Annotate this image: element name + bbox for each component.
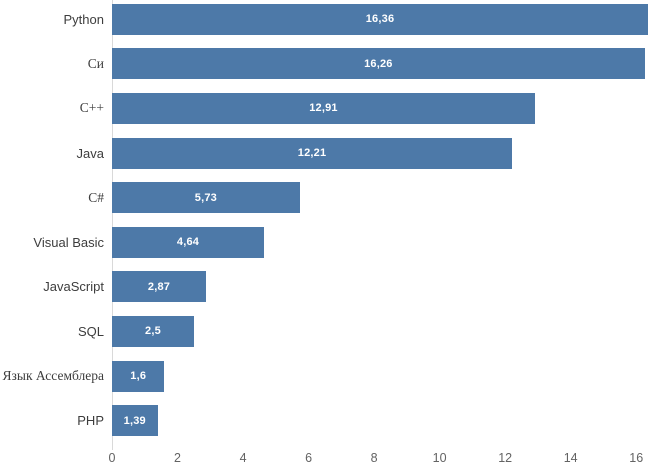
chart-rows: Python 16,36 Си 16,26 C++ 12,91 — [0, 0, 648, 443]
plot-cell: 5,73 — [112, 175, 648, 220]
value-label: 16,26 — [364, 57, 393, 70]
bar: 12,21 — [112, 137, 513, 169]
bar: 4,64 — [112, 226, 265, 258]
category-label: Java — [76, 145, 104, 161]
bar: 12,91 — [112, 92, 535, 124]
category-label: SQL — [77, 323, 104, 339]
category-label: PHP — [77, 413, 104, 429]
value-label: 1,6 — [130, 370, 147, 383]
x-tick-label: 8 — [370, 451, 378, 465]
category-label: C# — [88, 189, 104, 205]
bar: 16,26 — [112, 48, 645, 80]
bar-row: Си 16,26 — [0, 42, 648, 87]
value-label: 4,64 — [176, 236, 200, 249]
y-axis-line — [112, 0, 113, 450]
bar: 2,5 — [112, 315, 194, 347]
plot-cell: 1,39 — [112, 398, 648, 443]
bar: 1,39 — [112, 405, 158, 437]
value-label: 2,87 — [147, 280, 171, 293]
plot-cell: 1,6 — [112, 354, 648, 399]
bar: 5,73 — [112, 182, 300, 214]
value-label: 12,91 — [309, 102, 338, 115]
bar-row: SQL 2,5 — [0, 309, 648, 354]
bar: 1,6 — [112, 360, 165, 392]
category-label: C++ — [79, 100, 104, 116]
category-label: Си — [87, 55, 104, 71]
x-tick-label: 6 — [305, 451, 313, 465]
plot-cell: 16,36 — [112, 0, 648, 42]
value-label: 16,36 — [365, 13, 395, 26]
plot-cell: 4,64 — [112, 220, 648, 265]
value-label: 2,5 — [145, 325, 161, 338]
plot-cell: 16,26 — [112, 42, 648, 87]
x-tick-label: 10 — [432, 451, 447, 465]
plot-cell: 12,91 — [112, 86, 648, 131]
x-tick-label: 16 — [629, 451, 644, 465]
bar-row: C++ 12,91 — [0, 86, 648, 131]
category-label: Visual Basic — [33, 234, 104, 250]
category-label: Python — [63, 11, 104, 27]
plot-cell: 2,5 — [112, 309, 648, 354]
plot-cell: 2,87 — [112, 265, 648, 310]
bar-row: PHP 1,39 — [0, 398, 648, 443]
value-label: 5,73 — [194, 191, 217, 204]
x-tick-label: 2 — [174, 451, 181, 465]
value-label: 12,21 — [297, 147, 327, 160]
bar-row: Python 16,36 — [0, 0, 648, 42]
plot-cell: 12,21 — [112, 131, 648, 176]
bar-row: Visual Basic 4,64 — [0, 220, 648, 265]
x-tick-label: 14 — [563, 451, 578, 465]
bar: 2,87 — [112, 271, 207, 303]
x-axis: 0 2 4 6 8 10 12 14 16 — [108, 450, 648, 470]
category-label: Язык Ассемблера — [2, 368, 104, 384]
category-label: JavaScript — [43, 279, 104, 295]
value-label: 1,39 — [123, 414, 146, 427]
bar: 16,36 — [112, 3, 648, 35]
bar-row: JavaScript 2,87 — [0, 265, 648, 310]
x-tick-label: 4 — [239, 451, 247, 465]
bar-row: Java 12,21 — [0, 131, 648, 176]
x-tick-label: 0 — [108, 451, 116, 465]
x-tick-label: 12 — [498, 451, 513, 465]
bar-row: Язык Ассемблера 1,6 — [0, 354, 648, 399]
bar-row: C# 5,73 — [0, 175, 648, 220]
